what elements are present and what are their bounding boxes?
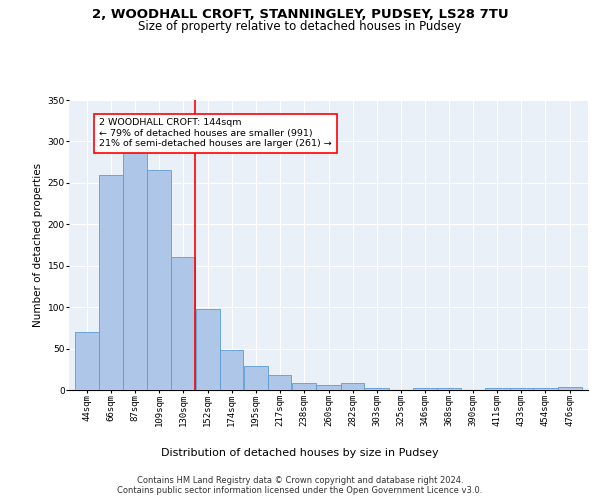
Bar	[220, 350, 244, 390]
Bar	[123, 146, 147, 390]
Text: 2 WOODHALL CROFT: 144sqm
← 79% of detached houses are smaller (991)
21% of semi-: 2 WOODHALL CROFT: 144sqm ← 79% of detach…	[99, 118, 332, 148]
Text: Size of property relative to detached houses in Pudsey: Size of property relative to detached ho…	[139, 20, 461, 33]
Bar	[148, 170, 170, 390]
Bar	[268, 375, 292, 390]
Bar	[510, 388, 533, 390]
Bar	[292, 382, 316, 390]
Bar	[413, 388, 437, 390]
Text: 2, WOODHALL CROFT, STANNINGLEY, PUDSEY, LS28 7TU: 2, WOODHALL CROFT, STANNINGLEY, PUDSEY, …	[92, 8, 508, 20]
Bar	[244, 366, 268, 390]
Text: Contains HM Land Registry data © Crown copyright and database right 2024.
Contai: Contains HM Land Registry data © Crown c…	[118, 476, 482, 495]
Bar	[100, 174, 122, 390]
Bar	[196, 309, 220, 390]
Bar	[533, 388, 557, 390]
Bar	[437, 388, 461, 390]
Bar	[558, 386, 582, 390]
Bar	[364, 388, 389, 390]
Bar	[75, 332, 99, 390]
Y-axis label: Number of detached properties: Number of detached properties	[34, 163, 43, 327]
Bar	[316, 385, 341, 390]
Bar	[171, 258, 195, 390]
Bar	[341, 384, 364, 390]
Bar	[485, 388, 509, 390]
Text: Distribution of detached houses by size in Pudsey: Distribution of detached houses by size …	[161, 448, 439, 458]
